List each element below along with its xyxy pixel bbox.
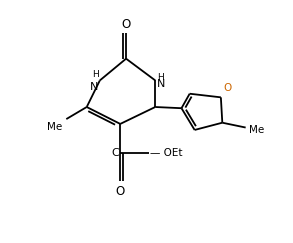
Text: N: N: [157, 79, 165, 89]
Text: H: H: [92, 70, 98, 79]
Text: H: H: [157, 73, 163, 82]
Text: — OEt: — OEt: [150, 148, 183, 158]
Text: O: O: [223, 83, 231, 93]
Text: Me: Me: [248, 125, 264, 135]
Text: N: N: [90, 82, 98, 92]
Text: Me: Me: [47, 122, 62, 131]
Text: O: O: [116, 185, 125, 198]
Text: C: C: [111, 148, 119, 158]
Text: O: O: [122, 18, 131, 31]
